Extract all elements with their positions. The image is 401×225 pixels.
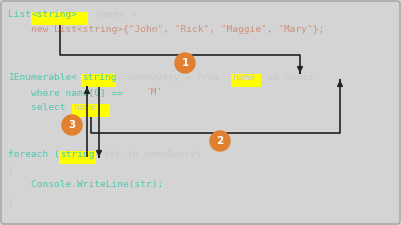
Text: <string>: <string>	[32, 10, 78, 19]
Text: str in nameQuery): str in nameQuery)	[98, 150, 201, 159]
Text: Console.WriteLine(str);: Console.WriteLine(str);	[8, 180, 163, 189]
Text: List: List	[8, 10, 31, 19]
Circle shape	[62, 115, 82, 135]
Text: 3: 3	[69, 120, 76, 130]
Text: where name[0] ==: where name[0] ==	[8, 88, 129, 97]
Text: select: select	[8, 103, 71, 112]
Text: IEnumerable<: IEnumerable<	[8, 73, 77, 82]
Text: {: {	[8, 165, 14, 174]
Bar	[59, 151, 96, 164]
Text: 2: 2	[217, 136, 224, 146]
Text: > nameQuery = from: > nameQuery = from	[116, 73, 225, 82]
Text: new List<string>{"John", "Rick", "Maggie", "Mary"};: new List<string>{"John", "Rick", "Maggie…	[8, 25, 324, 34]
Bar	[72, 104, 110, 117]
Bar	[231, 74, 261, 87]
Circle shape	[210, 131, 230, 151]
Text: name: name	[232, 73, 255, 82]
Text: in names: in names	[262, 73, 314, 82]
Text: foreach (: foreach (	[8, 150, 60, 159]
Text: }: }	[8, 198, 14, 207]
Text: 1: 1	[181, 58, 188, 68]
Bar	[31, 12, 88, 25]
Text: 'M': 'M'	[145, 88, 162, 97]
Text: string: string	[60, 150, 95, 159]
Circle shape	[175, 53, 195, 73]
Text: name;: name;	[73, 103, 102, 112]
Text: names =: names =	[90, 10, 136, 19]
Text: string: string	[82, 73, 117, 82]
Bar	[81, 74, 116, 87]
